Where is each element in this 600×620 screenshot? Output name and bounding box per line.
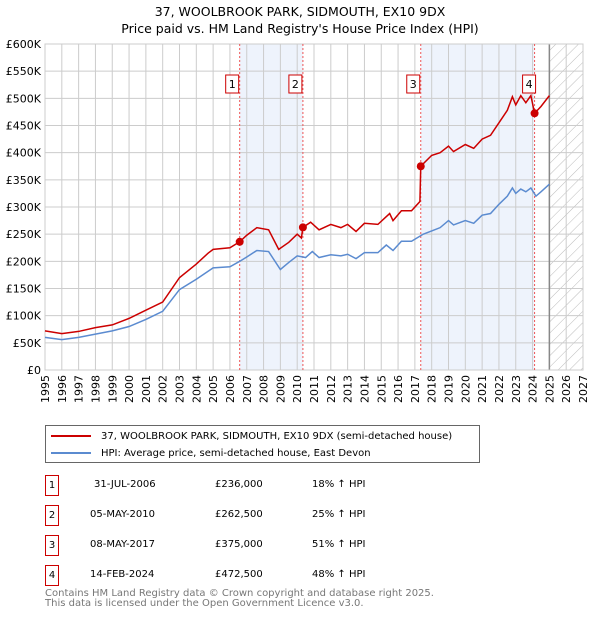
x-tick-label: 2006 — [224, 375, 237, 403]
sale-hpi-diff: 48% ↑ HPI — [312, 569, 366, 580]
x-tick-label: 2020 — [459, 375, 472, 403]
y-tick-label: £150K — [6, 283, 42, 296]
sale-label: 3 — [410, 78, 417, 91]
sale-date: 08-MAY-2017 — [90, 539, 156, 550]
x-tick-label: 2004 — [190, 375, 203, 403]
transaction-row: 2 05-MAY-2010 £262,500 25% ↑ HPI — [45, 505, 465, 526]
legend-label: HPI: Average price, semi-detached house,… — [101, 447, 371, 459]
property-price-line — [44, 93, 550, 335]
x-tick-label: 2026 — [560, 375, 573, 403]
y-tick-label: £100K — [6, 310, 42, 323]
y-tick-label: £250K — [6, 228, 42, 241]
sale-marker-badge: 3 — [45, 535, 59, 556]
x-tick-label: 1999 — [106, 375, 119, 403]
sale-hpi-diff: 18% ↑ HPI — [312, 479, 366, 490]
x-tick-label: 1995 — [39, 375, 52, 403]
chart-title: 37, WOOLBROOK PARK, SIDMOUTH, EX10 9DX — [154, 4, 446, 19]
footer: Contains HM Land Registry data © Crown c… — [45, 589, 434, 609]
transaction-row: 1 31-JUL-2006 £236,000 18% ↑ HPI — [45, 475, 465, 496]
sale-date: 31-JUL-2006 — [94, 479, 156, 490]
hpi-line — [44, 183, 550, 341]
x-tick-label: 2013 — [342, 375, 355, 403]
x-tick-label: 2009 — [274, 375, 287, 403]
legend-item-property: 37, WOOLBROOK PARK, SIDMOUTH, EX10 9DX (… — [46, 428, 452, 444]
sale-point — [298, 223, 307, 232]
legend-swatch-property — [51, 435, 91, 437]
sale-label: 4 — [526, 78, 533, 91]
x-tick-label: 2027 — [577, 375, 590, 403]
x-tick-label: 2022 — [493, 375, 506, 403]
x-tick-label: 2000 — [123, 375, 136, 403]
x-tick-label: 1996 — [56, 375, 69, 403]
sale-date: 05-MAY-2010 — [90, 509, 156, 520]
sale-label-box — [288, 74, 303, 94]
y-tick-label: £350K — [6, 174, 42, 187]
price-chart: 1995 1996 1997 1998 1999 2000 2001 2002 2003 2004… — [6, 38, 590, 403]
x-tick-label: 2025 — [543, 375, 556, 403]
x-tick-label: 2014 — [358, 375, 371, 403]
sale-marker-badge: 4 — [45, 565, 59, 586]
legend-item-hpi: HPI: Average price, semi-detached house,… — [46, 445, 371, 461]
x-tick-label: 1997 — [73, 375, 86, 403]
x-tick-label: 2018 — [426, 375, 439, 403]
sale-label-box — [225, 74, 240, 94]
transaction-row: 3 08-MAY-2017 £375,000 51% ↑ HPI — [45, 535, 465, 556]
x-tick-label: 2005 — [207, 375, 220, 403]
sale-price: £236,000 — [215, 479, 263, 490]
sale-price: £262,500 — [215, 509, 263, 520]
y-tick-label: £550K — [6, 65, 42, 78]
plot-border — [44, 43, 584, 371]
sale-label-box — [406, 74, 421, 94]
y-tick-label: £200K — [6, 255, 42, 268]
sale-label: 2 — [292, 78, 299, 91]
x-tick-label: 2019 — [443, 375, 456, 403]
sale-hpi-diff: 51% ↑ HPI — [312, 539, 366, 550]
x-tick-label: 2002 — [157, 375, 170, 403]
x-tick-label: 2017 — [409, 375, 422, 403]
x-tick-label: 2023 — [510, 375, 523, 403]
legend-swatch-hpi — [51, 452, 91, 454]
x-tick-label: 2003 — [174, 375, 187, 403]
sale-marker-badge: 2 — [45, 505, 59, 526]
x-tick-label: 2021 — [476, 375, 489, 403]
x-tick-label: 2011 — [308, 375, 321, 403]
y-tick-label: £450K — [6, 120, 42, 133]
sale-label: 1 — [229, 78, 236, 91]
sale-date: 14-FEB-2024 — [90, 569, 155, 580]
y-tick-label: £600K — [6, 38, 42, 51]
sale-price: £472,500 — [215, 569, 263, 580]
legend: 37, WOOLBROOK PARK, SIDMOUTH, EX10 9DX (… — [45, 425, 480, 463]
x-tick-label: 2010 — [291, 375, 304, 403]
x-tick-label: 2024 — [527, 375, 540, 403]
sale-price: £375,000 — [215, 539, 263, 550]
legend-label: 37, WOOLBROOK PARK, SIDMOUTH, EX10 9DX (… — [101, 430, 453, 442]
y-tick-label: £0 — [27, 364, 41, 377]
y-tick-label: £300K — [6, 201, 42, 214]
y-tick-label: £500K — [6, 92, 42, 105]
x-tick-label: 2007 — [241, 375, 254, 403]
y-tick-label: £400K — [6, 147, 42, 160]
y-tick-label: £50K — [13, 337, 42, 350]
x-tick-label: 2016 — [392, 375, 405, 403]
footer-line: This data is licensed under the Open Gov… — [45, 598, 364, 609]
footer-line: Contains HM Land Registry data © Crown c… — [45, 588, 434, 599]
sale-point — [235, 237, 244, 246]
x-tick-label: 2001 — [140, 375, 153, 403]
x-tick-label: 2012 — [325, 375, 338, 403]
transaction-row: 4 14-FEB-2024 £472,500 48% ↑ HPI — [45, 565, 465, 586]
sale-label-box — [522, 74, 537, 94]
x-tick-label: 2015 — [375, 375, 388, 403]
sale-point — [530, 109, 539, 118]
sale-point — [416, 162, 425, 171]
sale-hpi-diff: 25% ↑ HPI — [312, 509, 366, 520]
x-tick-label: 1998 — [89, 375, 102, 403]
chart-subtitle: Price paid vs. HM Land Registry's House … — [121, 21, 479, 36]
x-tick-label: 2008 — [258, 375, 271, 403]
sale-marker-badge: 1 — [45, 475, 59, 496]
